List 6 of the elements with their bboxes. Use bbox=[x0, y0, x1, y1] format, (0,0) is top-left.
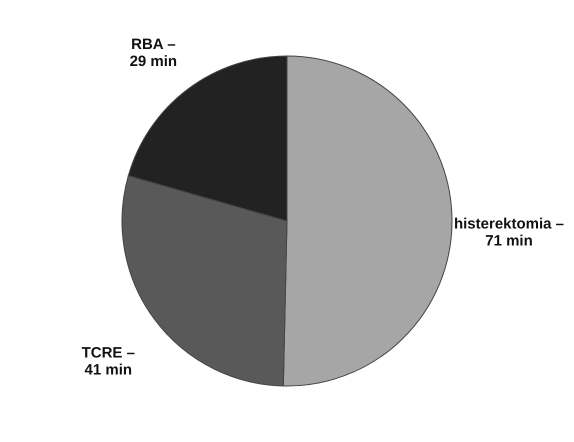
slice-label: histerektomia – bbox=[454, 215, 564, 232]
slice-label: RBA – bbox=[131, 36, 176, 53]
data-label: 71 min bbox=[485, 232, 533, 250]
slice-label: TCRE – bbox=[82, 344, 135, 362]
data-label: 41 min bbox=[84, 362, 132, 379]
data-label: 29 min bbox=[130, 52, 178, 70]
